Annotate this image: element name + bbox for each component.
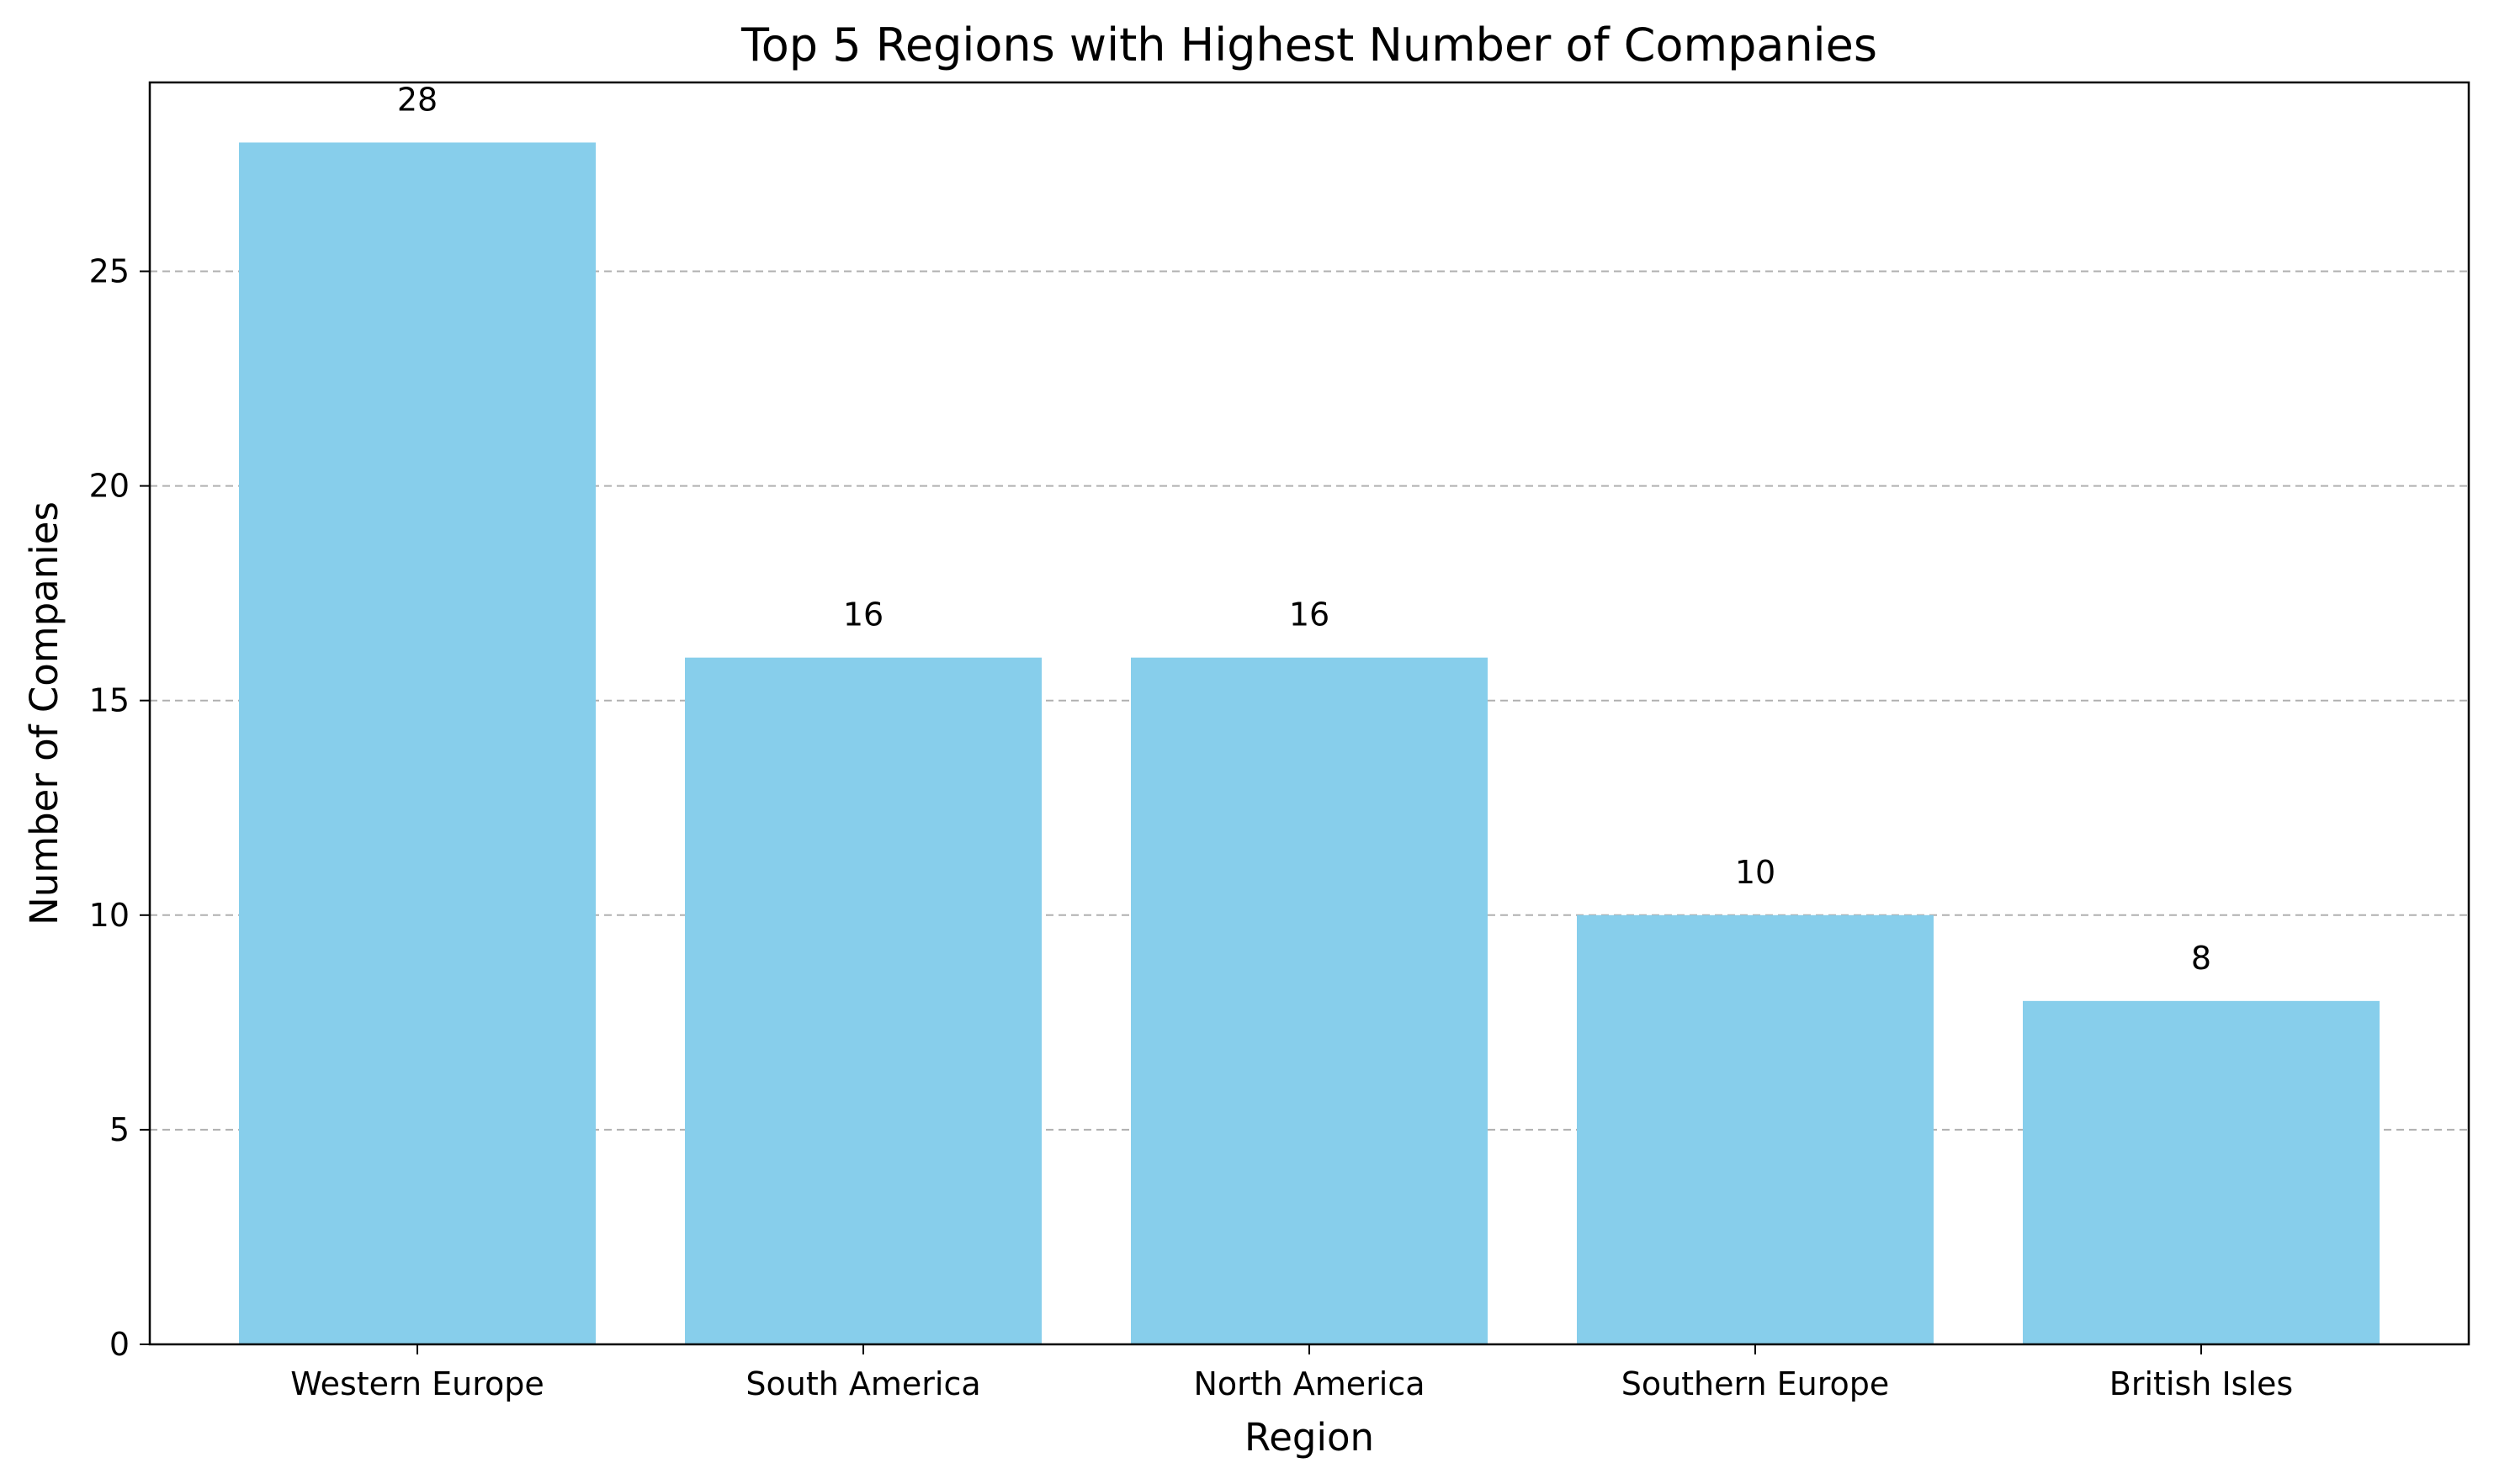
bars bbox=[239, 142, 2380, 1344]
y-tick-label-0: 0 bbox=[109, 1326, 130, 1363]
data-labels: 28 16 16 10 8 bbox=[397, 81, 2211, 976]
bar-4 bbox=[2023, 1000, 2380, 1344]
data-label-3: 10 bbox=[1735, 854, 1775, 891]
y-tick-label-1: 5 bbox=[109, 1111, 130, 1148]
x-tick-label-3: Southern Europe bbox=[1621, 1365, 1890, 1402]
chart-title: Top 5 Regions with Highest Number of Com… bbox=[740, 19, 1877, 72]
data-label-0: 28 bbox=[397, 81, 438, 118]
x-tick-label-1: South America bbox=[746, 1365, 980, 1402]
x-tick-label-0: Western Europe bbox=[290, 1365, 544, 1402]
data-label-1: 16 bbox=[843, 596, 884, 633]
y-tick-label-3: 15 bbox=[89, 682, 130, 719]
y-tick-label-5: 25 bbox=[89, 252, 130, 289]
bar-0 bbox=[239, 142, 596, 1344]
y-ticks: 0 5 10 15 20 25 bbox=[89, 252, 150, 1363]
y-tick-label-2: 10 bbox=[89, 897, 130, 934]
x-axis-title: Region bbox=[1244, 1415, 1374, 1460]
data-label-4: 8 bbox=[2191, 940, 2211, 977]
y-axis-title: Number of Companies bbox=[22, 501, 66, 925]
data-label-2: 16 bbox=[1289, 596, 1329, 633]
x-ticks: Western Europe South America North America… bbox=[290, 1344, 2293, 1402]
x-tick-label-4: British Isles bbox=[2109, 1365, 2293, 1402]
x-tick-label-2: North America bbox=[1193, 1365, 1425, 1402]
bar-2 bbox=[1131, 657, 1488, 1344]
bar-3 bbox=[1577, 914, 1934, 1344]
y-tick-label-4: 20 bbox=[89, 468, 130, 505]
bar-1 bbox=[685, 657, 1042, 1344]
